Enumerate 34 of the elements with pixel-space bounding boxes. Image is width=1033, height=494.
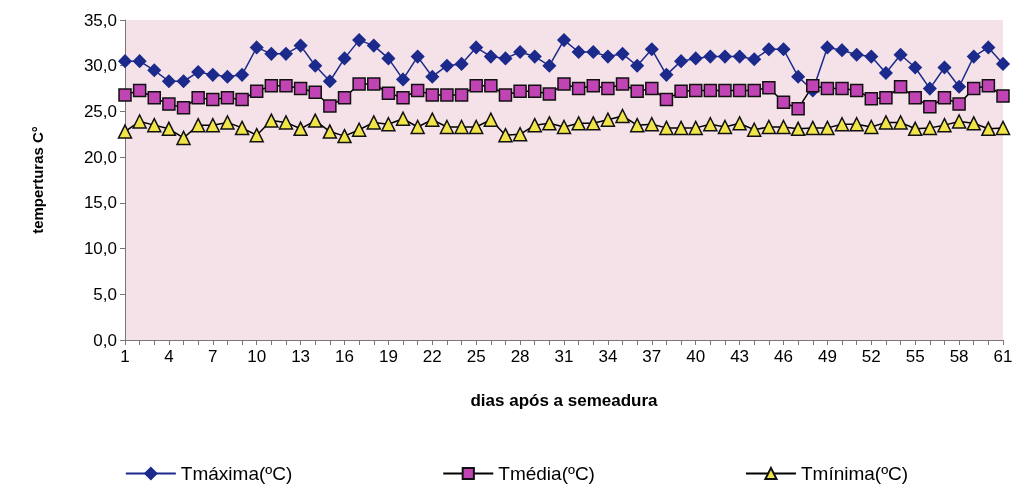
legend-label: Tmáxima(ºC) bbox=[180, 463, 293, 484]
x-tick-label: 4 bbox=[164, 347, 174, 366]
y-tick-label: 10,0 bbox=[83, 239, 117, 259]
x-tick-label: 19 bbox=[378, 347, 398, 366]
x-tick-label: 40 bbox=[686, 347, 706, 366]
x-tick-label: 49 bbox=[817, 347, 837, 366]
x-tick-label: 58 bbox=[949, 347, 969, 366]
x-tick-label: 46 bbox=[774, 347, 793, 366]
x-tick-label: 1 bbox=[120, 347, 130, 366]
x-tick-label: 37 bbox=[642, 347, 662, 366]
y-tick-label: 25,0 bbox=[83, 101, 117, 121]
x-tick-label: 43 bbox=[730, 347, 750, 366]
y-tick-label: 15,0 bbox=[83, 193, 117, 213]
x-tick-label: 52 bbox=[861, 347, 881, 366]
x-tick-label: 55 bbox=[905, 347, 925, 366]
y-tick-label: 5,0 bbox=[93, 284, 117, 304]
y-tick-label: 0,0 bbox=[93, 330, 117, 350]
x-tick-label: 34 bbox=[598, 347, 618, 366]
x-tick-label: 7 bbox=[208, 347, 218, 366]
x-tick-label: 61 bbox=[993, 347, 1013, 366]
x-axis-title: dias após a semeadura bbox=[470, 391, 659, 410]
legend-label: Tmédia(ºC) bbox=[498, 463, 595, 484]
x-tick-label: 22 bbox=[422, 347, 442, 366]
x-tick-label: 25 bbox=[466, 347, 486, 366]
legend-label: Tmínima(ºC) bbox=[800, 463, 909, 484]
y-axis-title: temperturas C° bbox=[29, 126, 46, 234]
y-tick-label: 35,0 bbox=[83, 10, 117, 30]
x-tick-label: 16 bbox=[335, 347, 354, 366]
y-tick-label: 30,0 bbox=[83, 56, 117, 76]
x-tick-label: 10 bbox=[247, 347, 267, 366]
x-tick-label: 31 bbox=[554, 347, 574, 366]
x-tick-label: 13 bbox=[291, 347, 311, 366]
x-tick-label: 28 bbox=[510, 347, 530, 366]
y-tick-label: 20,0 bbox=[83, 147, 117, 167]
